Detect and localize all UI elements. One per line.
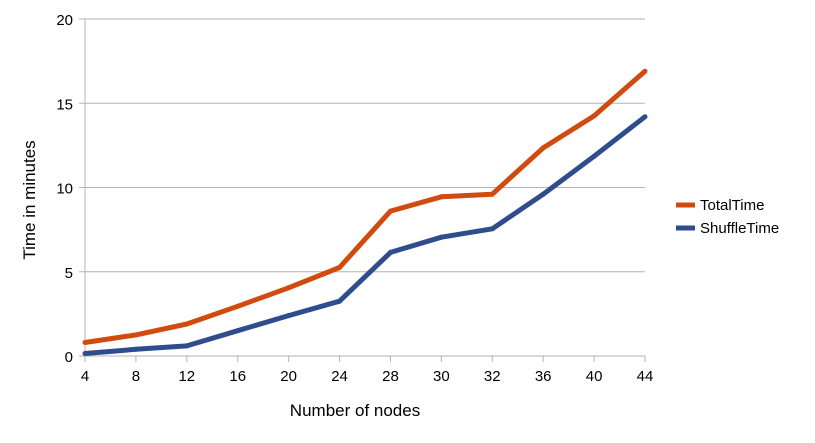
data-point-shuffletime [235, 328, 241, 334]
tick-labels: 0 5 10 15 20 4 8 12 16 20 24 28 30 32 36 40 44 [56, 12, 653, 385]
y-tick-label: 20 [56, 12, 73, 29]
legend-label-shuffletime: ShuffleTime [700, 220, 779, 237]
data-point-totaltime [387, 208, 393, 214]
x-tick-label: 20 [280, 368, 297, 385]
x-tick-label: 36 [535, 368, 552, 385]
x-tick-label: 32 [484, 368, 501, 385]
data-point-shuffletime [489, 226, 495, 232]
data-point-totaltime [82, 340, 88, 346]
legend-item-shuffletime: ShuffleTime [676, 220, 779, 237]
axes [79, 18, 646, 362]
series-lines [82, 68, 648, 356]
x-tick-label: 8 [132, 368, 140, 385]
data-point-totaltime [540, 145, 546, 151]
y-axis-title: Time in minutes [20, 140, 39, 259]
data-point-totaltime [591, 113, 597, 119]
data-point-shuffletime [642, 114, 648, 120]
data-point-shuffletime [387, 249, 393, 255]
x-tick-label: 44 [637, 368, 654, 385]
data-point-shuffletime [82, 350, 88, 356]
x-tick-label: 30 [433, 368, 450, 385]
legend-label-totaltime: TotalTime [700, 197, 764, 214]
x-tick-label: 24 [331, 368, 348, 385]
legend: TotalTime ShuffleTime [676, 197, 779, 237]
data-point-shuffletime [286, 313, 292, 319]
y-tick-label: 10 [56, 181, 73, 198]
data-point-totaltime [133, 332, 139, 338]
x-tick-label: 12 [178, 368, 195, 385]
x-axis-title: Number of nodes [290, 401, 420, 420]
data-point-totaltime [337, 265, 343, 271]
data-point-totaltime [235, 303, 241, 309]
series-line-shuffletime [84, 114, 647, 356]
x-tick-label: 4 [81, 368, 89, 385]
data-point-totaltime [489, 191, 495, 197]
x-tick-label: 16 [229, 368, 246, 385]
grid-lines [85, 18, 645, 273]
y-tick-label: 15 [56, 96, 73, 113]
y-tick-label: 5 [65, 265, 73, 282]
data-point-shuffletime [591, 153, 597, 159]
x-tick-label: 40 [586, 368, 603, 385]
data-point-shuffletime [184, 343, 190, 349]
legend-item-totaltime: TotalTime [676, 197, 764, 214]
data-point-totaltime [286, 285, 292, 291]
data-point-totaltime [438, 194, 444, 200]
y-tick-label: 0 [65, 349, 73, 366]
x-tick-label: 28 [382, 368, 399, 385]
data-point-totaltime [642, 68, 648, 74]
data-point-shuffletime [438, 234, 444, 240]
series-line-totaltime [84, 69, 647, 345]
data-point-shuffletime [337, 298, 343, 304]
data-point-shuffletime [133, 346, 139, 352]
data-point-shuffletime [540, 191, 546, 197]
data-point-totaltime [184, 321, 190, 327]
